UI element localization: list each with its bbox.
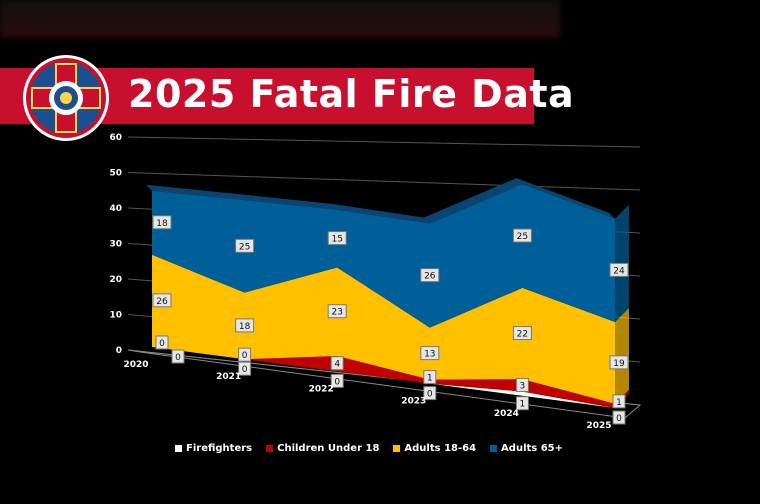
data-label-box [327, 304, 347, 319]
data-label: 13 [424, 350, 435, 360]
legend-label: Adults 65+ [501, 443, 563, 454]
legend-label: Firefighters [186, 443, 253, 454]
x-tick-label: 2022 [309, 384, 334, 394]
data-label-box [515, 396, 529, 411]
data-label: 0 [242, 351, 248, 361]
series-top-face [146, 178, 615, 224]
data-label: 4 [334, 360, 340, 370]
data-label-box [152, 293, 172, 308]
data-label-box [609, 262, 629, 277]
data-label-box [420, 346, 440, 361]
y-tick-label: 20 [109, 275, 122, 285]
y-tick-label: 30 [109, 240, 122, 250]
legend-item: Firefighters [175, 443, 252, 454]
legend: Firefighters Children Under 18 Adults 18-6… [175, 443, 563, 454]
data-label-box [238, 347, 252, 362]
area-firefighters [152, 347, 615, 408]
data-label: 18 [239, 322, 251, 332]
data-label-box [512, 228, 532, 243]
legend-item: Adults 18-64 [393, 443, 476, 454]
data-label-box [512, 326, 532, 341]
top-blur [0, 0, 560, 38]
data-label-box [330, 373, 344, 388]
data-label: 25 [517, 232, 528, 242]
legend-label: Adults 18-64 [404, 443, 477, 454]
data-label: 18 [156, 219, 168, 229]
data-label-box [155, 335, 169, 350]
data-label: 0 [427, 390, 433, 400]
x-tick-label: 2025 [586, 421, 611, 431]
area-children-under-18 [152, 347, 615, 408]
y-tick-label: 60 [109, 133, 122, 143]
legend-label: Children Under 18 [277, 443, 380, 454]
data-label: 0 [242, 365, 248, 375]
data-label-box [152, 215, 172, 230]
data-label: 25 [239, 242, 250, 252]
area-adults-65- [152, 184, 615, 328]
data-label-box [238, 361, 252, 376]
data-label: 3 [520, 381, 526, 391]
y-tick-label: 0 [116, 346, 122, 356]
y-tick-label: 10 [109, 311, 122, 321]
fire-services-seal-logo [23, 55, 109, 141]
data-label: 23 [331, 308, 342, 318]
data-label: 1 [616, 398, 622, 408]
data-label: 0 [616, 414, 622, 424]
data-label-box [609, 355, 629, 370]
data-label-box [612, 410, 626, 425]
legend-swatch [393, 445, 401, 452]
data-label-box [515, 377, 529, 392]
gridline [127, 136, 641, 148]
data-label-box [420, 268, 440, 283]
data-label: 22 [517, 330, 528, 340]
data-label: 0 [159, 339, 165, 349]
data-label-box [612, 394, 626, 409]
data-label-box [423, 386, 437, 401]
data-label: 1 [427, 374, 433, 384]
data-label: 19 [613, 359, 625, 369]
data-label: 24 [613, 266, 625, 276]
x-tick-label: 2020 [123, 360, 148, 370]
y-tick-label: 40 [109, 204, 122, 214]
data-label-box [171, 349, 185, 364]
gridline [127, 172, 641, 191]
y-tick-label: 50 [109, 169, 122, 179]
data-label-box [423, 370, 437, 385]
data-label: 1 [520, 400, 526, 410]
data-label: 0 [175, 353, 181, 363]
legend-item: Children Under 18 [266, 443, 379, 454]
data-label: 15 [331, 235, 342, 245]
data-label-box [235, 318, 255, 333]
x-tick-label: 2024 [494, 409, 519, 419]
x-tick-label: 2023 [401, 397, 426, 407]
data-label-box [235, 238, 255, 253]
data-label: 26 [424, 272, 436, 282]
data-label-box [327, 231, 347, 246]
legend-swatch [490, 445, 498, 452]
data-label: 0 [334, 377, 340, 387]
page-title: 2025 Fatal Fire Data [128, 72, 575, 116]
data-label-box [330, 356, 344, 371]
x-tick-label: 2021 [216, 372, 241, 382]
legend-swatch [266, 445, 274, 452]
legend-swatch [175, 445, 182, 452]
legend-item: Adults 65+ [490, 443, 563, 454]
data-label: 26 [156, 297, 168, 307]
area-adults-18-64 [152, 254, 615, 404]
